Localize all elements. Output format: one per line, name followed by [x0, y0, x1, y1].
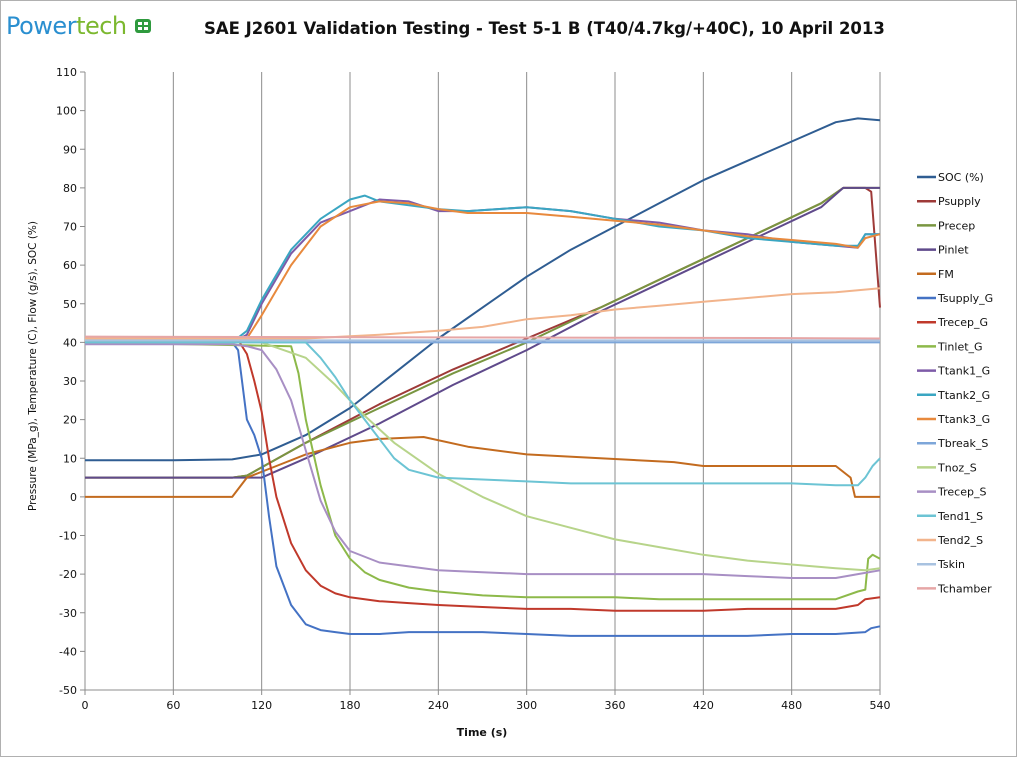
x-tick-label: 0 — [82, 699, 89, 712]
x-tick-label: 240 — [428, 699, 449, 712]
series-line-pinlet — [85, 186, 880, 479]
series-line-ttank2-g — [85, 194, 880, 344]
legend-label-tchamber: Tchamber — [937, 582, 992, 595]
legend: SOC (%) Psupply Precep Pinlet FM Tsupply_G Tre… — [917, 171, 993, 595]
logo-mark-icon — [134, 19, 151, 33]
y-tick-label: -10 — [59, 530, 77, 543]
series-layer — [84, 117, 881, 637]
y-tick-label: 10 — [63, 452, 77, 465]
legend-label-tend1-s: Tend1_S — [937, 510, 983, 523]
series-line-trecep-g — [85, 341, 881, 612]
y-tick-label: 40 — [63, 336, 77, 349]
x-tick-label: 480 — [781, 699, 802, 712]
plot-background — [85, 72, 880, 690]
x-tick-label: 300 — [516, 699, 537, 712]
x-tick-label: 540 — [870, 699, 891, 712]
legend-label-trecep-g: Trecep_G — [937, 316, 988, 329]
series-line-trecep-s — [85, 343, 881, 579]
legend-label-soc: SOC (%) — [938, 171, 984, 184]
x-tick-label: 60 — [166, 699, 180, 712]
series-line-soc — [85, 117, 881, 462]
x-tick-label: 360 — [605, 699, 626, 712]
legend-label-tend2-s: Tend2_S — [937, 534, 983, 547]
y-axis-title: Pressure (MPa_g), Temperature (C), Flow … — [27, 221, 39, 511]
axis-layer: -50 -40 -30 -20 -10 0 10 20 30 40 50 60 70 80 90 100 110… — [56, 66, 891, 712]
legend-label-trecep-s: Trecep_S — [937, 486, 986, 499]
series-line-tnoz-s — [85, 341, 881, 572]
legend-label-psupply: Psupply — [938, 195, 981, 208]
chart-title: SAE J2601 Validation Testing - Test 5-1 … — [204, 19, 885, 38]
legend-label-ttank3-g: Ttank3_G — [937, 413, 990, 426]
legend-label-tsupply-g: Tsupply_G — [937, 292, 993, 305]
legend-label-ttank1-g: Ttank1_G — [937, 365, 990, 378]
series-line-tchamber — [84, 335, 881, 340]
legend-label-tnoz-s: Tnoz_S — [937, 461, 977, 474]
legend-label-fm: FM — [938, 268, 954, 281]
y-tick-label: 0 — [70, 491, 77, 504]
y-tick-label: 100 — [56, 105, 77, 118]
y-tick-label: 50 — [63, 298, 77, 311]
plot-area — [85, 72, 880, 690]
y-tick-label: 20 — [63, 414, 77, 427]
series-line-ttank3-g — [85, 200, 881, 344]
series-line-fm — [85, 436, 880, 498]
grid-layer — [172, 72, 881, 690]
x-tick-label: 420 — [693, 699, 714, 712]
y-tick-label: 60 — [63, 259, 77, 272]
y-tick-label: 70 — [63, 221, 77, 234]
series-line-tinlet-g — [84, 341, 881, 601]
legend-label-tinlet-g: Tinlet_G — [937, 340, 983, 353]
y-tick-label: -20 — [59, 568, 77, 581]
legend-label-pinlet: Pinlet — [938, 244, 969, 257]
x-axis-title: Time (s) — [457, 726, 508, 739]
logo-text-power: Power — [6, 12, 77, 40]
y-tick-label: -30 — [59, 607, 77, 620]
series-line-tend1-s — [85, 341, 881, 487]
legend-label-tbreak-s: Tbreak_S — [937, 437, 988, 450]
x-tick-label: 180 — [340, 699, 361, 712]
legend-label-precep: Precep — [938, 219, 975, 232]
legend-label-ttank2-g: Ttank2_G — [937, 389, 990, 402]
y-tick-label: 90 — [63, 143, 77, 156]
series-line-tsupply-g — [85, 341, 881, 637]
y-tick-label: -50 — [59, 684, 77, 697]
y-tick-label: -40 — [59, 645, 77, 658]
y-tick-label: 80 — [63, 182, 77, 195]
logo-text-tech: tech — [76, 12, 127, 40]
x-tick-label: 120 — [251, 699, 272, 712]
y-tick-label: 30 — [63, 375, 77, 388]
powertech-logo: Powertech — [6, 10, 151, 42]
y-tick-label: 110 — [56, 66, 77, 79]
legend-label-tskin: Tskin — [937, 558, 965, 571]
series-line-tend2-s — [85, 287, 881, 340]
